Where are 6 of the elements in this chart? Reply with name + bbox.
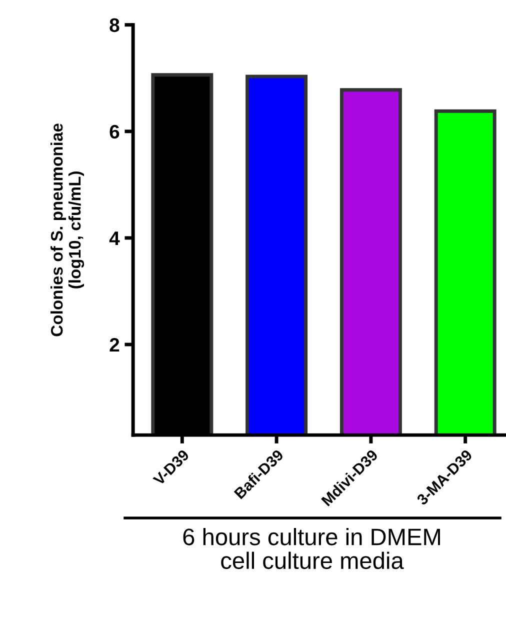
- x-axis-title: 6 hours culture in DMEM cell culture media: [183, 528, 440, 570]
- y-tick-label: 2: [110, 338, 120, 352]
- y-tick-label: 6: [110, 124, 120, 139]
- y-tick-label: 8: [110, 18, 120, 32]
- y-tick-label: 4: [109, 232, 120, 245]
- y-axis-title: Colonies of S. pneumoniae (log10, cfu/mL): [50, 124, 84, 336]
